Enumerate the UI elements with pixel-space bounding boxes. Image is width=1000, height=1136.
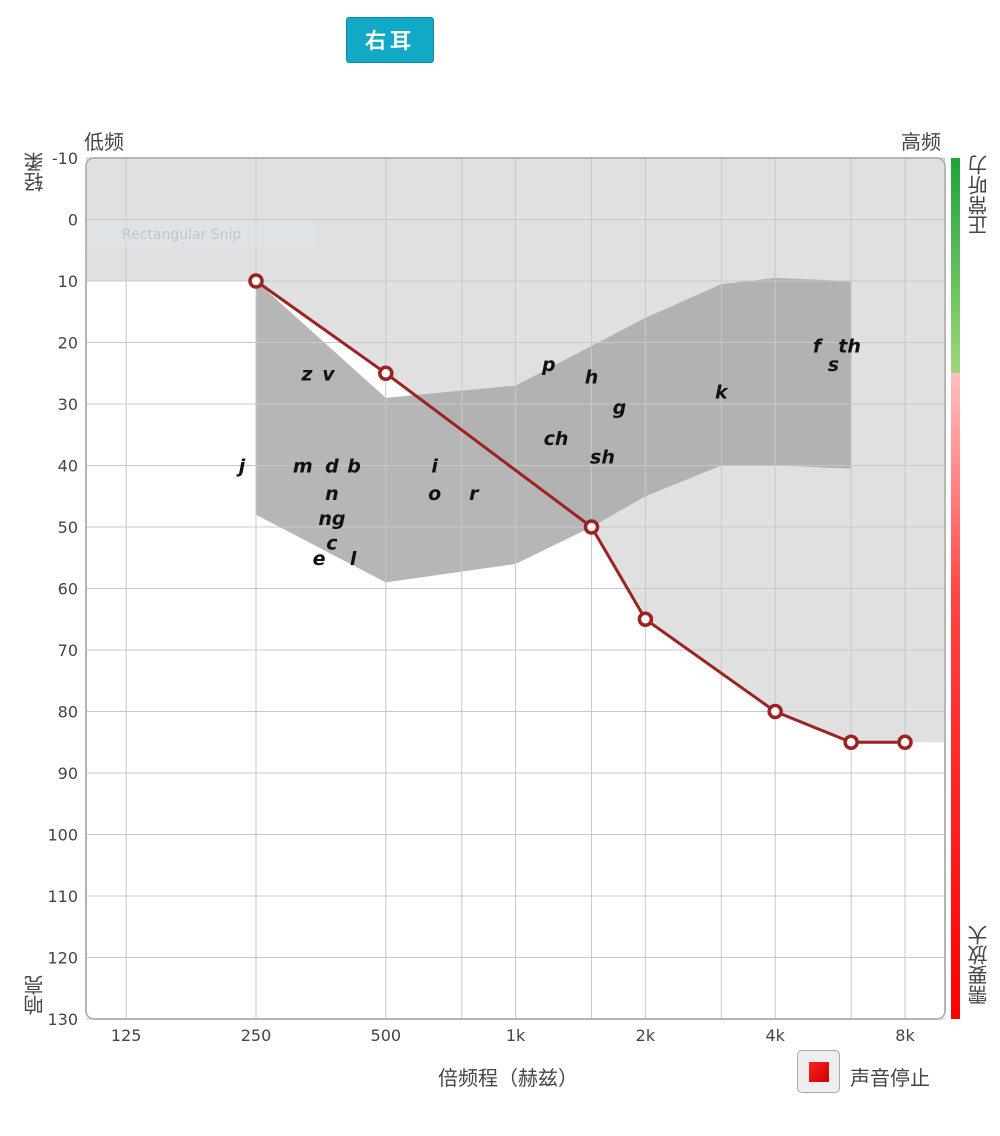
phoneme-label: i <box>431 456 438 478</box>
y-tick-label: 20 <box>58 334 78 353</box>
x-tick-label: 1k <box>506 1026 526 1045</box>
y-tick-label: 90 <box>58 764 78 783</box>
normal-hearing-bar <box>951 158 960 374</box>
y-tick-label: 120 <box>47 949 78 968</box>
phoneme-label: c <box>326 532 338 554</box>
phoneme-label: g <box>613 397 627 419</box>
y-tick-label: 50 <box>58 518 78 537</box>
x-tick-label: 500 <box>371 1026 402 1045</box>
phoneme-label: r <box>469 483 480 505</box>
threshold-point <box>248 273 264 289</box>
x-tick-label: 4k <box>765 1026 785 1045</box>
threshold-point <box>583 519 600 535</box>
phoneme-label: z <box>300 363 313 385</box>
y-tick-label: 10 <box>58 272 78 291</box>
phoneme-label: b <box>347 456 361 478</box>
threshold-point <box>843 734 859 750</box>
phoneme-label: ng <box>318 508 345 530</box>
high-frequency-label: 高频 <box>901 130 941 154</box>
phoneme-label: s <box>828 354 839 376</box>
amplification-bar <box>951 373 960 1019</box>
stop-icon <box>808 1061 829 1082</box>
phoneme-label: m <box>293 456 313 478</box>
threshold-point <box>897 734 913 750</box>
x-tick-label: 125 <box>111 1026 142 1045</box>
phoneme-label: o <box>428 483 441 505</box>
y-tick-label: 70 <box>58 641 78 660</box>
y-tick-label: 0 <box>68 211 78 230</box>
stop-sound-button[interactable] <box>797 1050 840 1093</box>
ghost-snip-overlay: Rectangular Snip <box>88 222 316 248</box>
right-ear-button[interactable]: 右耳 <box>346 17 434 63</box>
phoneme-label: th <box>838 336 861 358</box>
phoneme-label: j <box>236 456 246 478</box>
threshold-point <box>378 365 394 381</box>
plot-border <box>85 157 946 1020</box>
y-tick-label: -10 <box>52 149 78 168</box>
phoneme-label: p <box>541 354 556 376</box>
phoneme-label: h <box>585 366 599 388</box>
y-tick-label: 40 <box>58 457 78 476</box>
y-tick-label: 30 <box>58 395 78 414</box>
y-tick-label: 80 <box>58 703 78 722</box>
speech-banana <box>256 277 852 583</box>
phoneme-label: n <box>325 483 339 505</box>
x-axis-title: 倍频程（赫兹） <box>438 1066 578 1090</box>
phoneme-label: f <box>813 336 824 358</box>
phoneme-label: d <box>325 456 339 478</box>
low-frequency-label: 低频 <box>84 130 124 154</box>
phoneme-label: v <box>322 363 335 385</box>
y-tick-label: 110 <box>47 887 78 906</box>
x-tick-label: 250 <box>241 1026 272 1045</box>
threshold-point <box>637 611 654 627</box>
y-tick-label: 100 <box>47 826 78 845</box>
phoneme-label: sh <box>590 446 615 468</box>
phoneme-label: ch <box>544 428 569 450</box>
x-tick-label: 2k <box>636 1026 656 1045</box>
y-tick-label: 60 <box>58 580 78 599</box>
x-tick-label: 8k <box>895 1026 915 1045</box>
phoneme-label: l <box>350 548 357 570</box>
phoneme-label: e <box>313 548 326 570</box>
stop-sound-label[interactable]: 声音停止 <box>850 1066 930 1090</box>
threshold-point <box>767 703 783 720</box>
phoneme-label: k <box>715 382 729 404</box>
y-tick-label: 130 <box>47 1010 78 1029</box>
